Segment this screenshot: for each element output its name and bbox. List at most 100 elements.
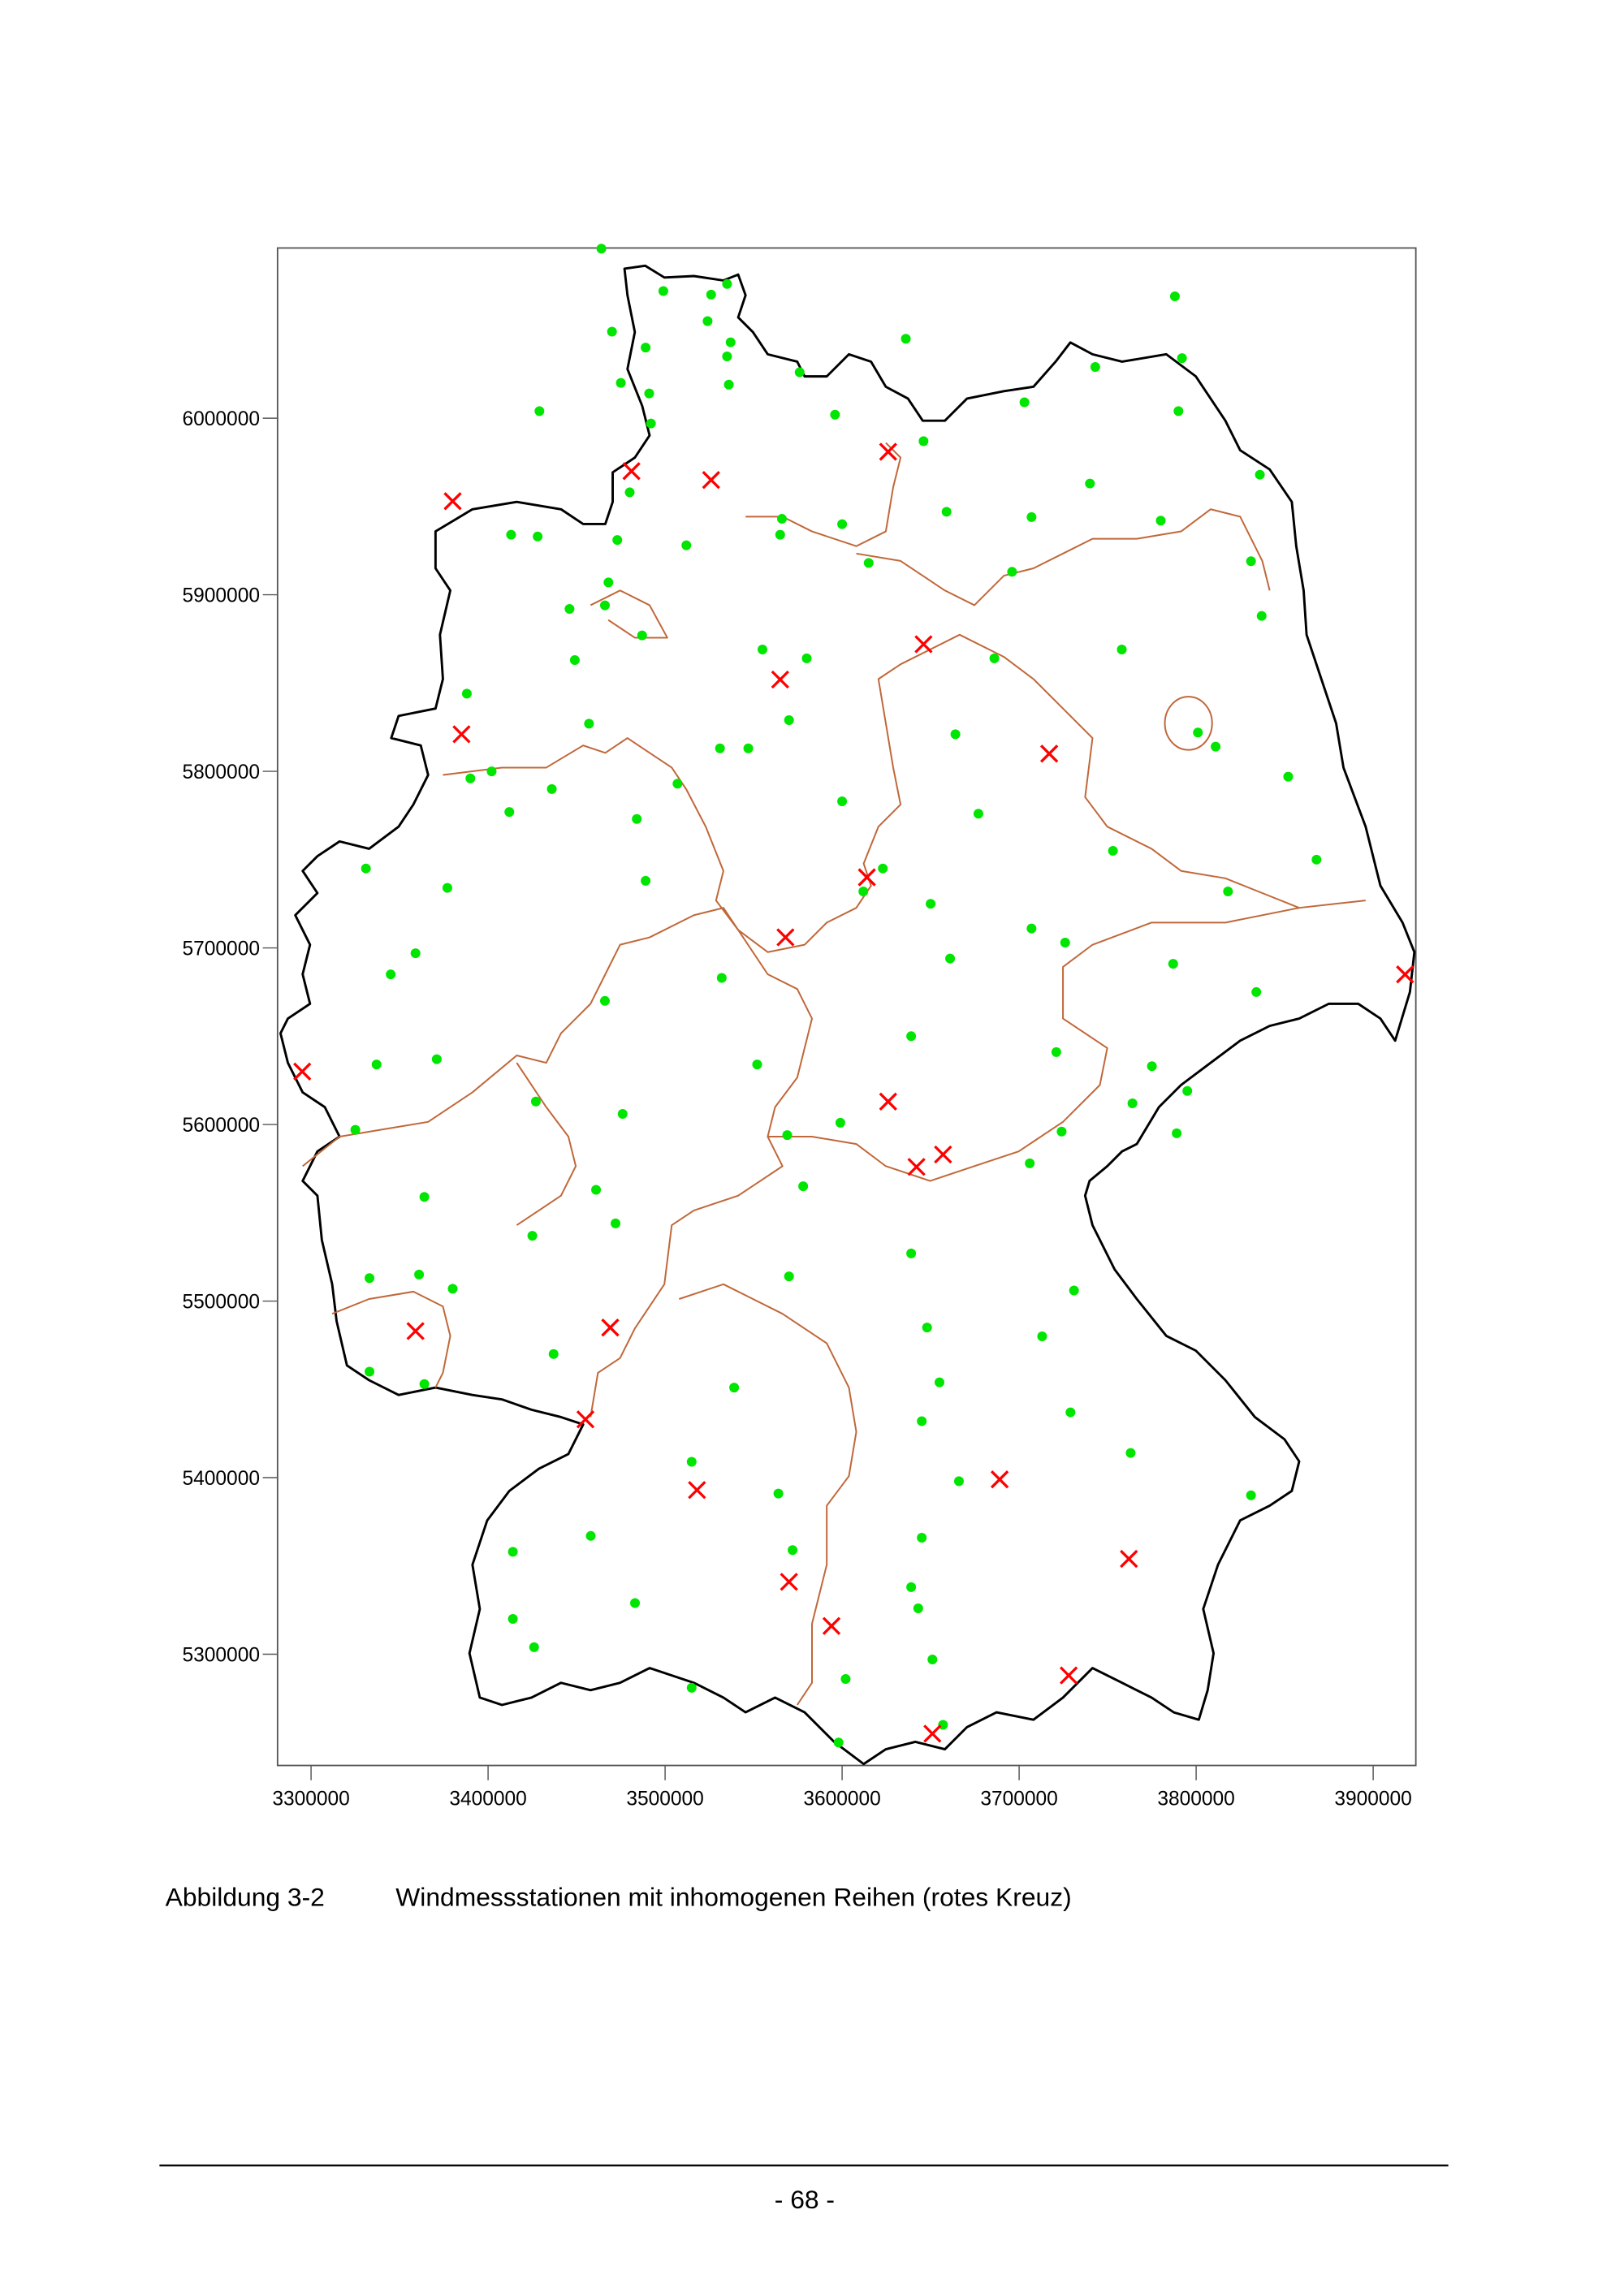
x-tick-label: 3800000 <box>1157 1789 1235 1810</box>
station-dot <box>830 409 840 420</box>
station-dot <box>1019 397 1030 408</box>
state-border <box>443 633 1366 953</box>
x-tick-label: 3600000 <box>803 1789 881 1810</box>
station-dot <box>419 1379 430 1389</box>
station-dot <box>1173 406 1184 416</box>
station-dot <box>365 1273 375 1284</box>
y-tick-label: 5600000 <box>182 1115 260 1137</box>
state-border <box>331 1290 451 1388</box>
inhomogeneous-station-cross <box>406 1322 425 1340</box>
map-figure: 3300000 3400000 3500000 3600000 3700000 38000… <box>182 244 1417 1810</box>
station-dot <box>386 969 396 980</box>
inhomogeneous-station-cross <box>923 1724 942 1743</box>
station-dot <box>603 577 614 588</box>
station-dot <box>706 289 716 300</box>
inhomogeneous-station-cross <box>879 1092 897 1111</box>
station-dot <box>1283 771 1294 782</box>
station-dot <box>1037 1331 1047 1342</box>
station-dot <box>1182 1085 1193 1096</box>
station-dot <box>508 1614 518 1625</box>
station-dot <box>686 1682 697 1693</box>
station-dot <box>365 1366 375 1377</box>
inhomogeneous-station-cross <box>1396 965 1415 984</box>
station-dot <box>752 1060 762 1070</box>
station-dot <box>584 719 594 729</box>
inhomogeneous-station-cross <box>688 1481 706 1500</box>
x-tick-label: 3300000 <box>272 1789 350 1810</box>
station-dot <box>784 1271 794 1282</box>
station-dot <box>504 807 515 818</box>
station-dot <box>1251 986 1262 997</box>
station-dot <box>410 948 421 959</box>
inhomogeneous-station-cross <box>771 670 789 689</box>
station-dot <box>906 1031 917 1042</box>
station-dot <box>585 1530 596 1541</box>
state-border <box>745 442 902 547</box>
inhomogeneous-station-cross <box>622 462 641 481</box>
station-dot <box>722 351 732 361</box>
station-dot <box>591 1185 602 1195</box>
state-border <box>856 508 1271 606</box>
station-dot <box>906 1582 917 1592</box>
inhomogeneous-station-cross <box>822 1616 841 1635</box>
station-dot <box>506 529 516 540</box>
y-tick-label: 5400000 <box>182 1468 260 1490</box>
station-dot <box>837 519 848 529</box>
station-dot <box>419 1192 430 1202</box>
station-dot <box>1246 1490 1256 1500</box>
station-dot <box>529 1642 539 1652</box>
station-dot <box>1051 1047 1061 1057</box>
station-dot <box>546 783 557 794</box>
station-dot <box>1169 291 1180 302</box>
station-markers <box>293 244 1415 1748</box>
station-dot <box>530 1096 541 1107</box>
figure-label: Abbildung 3-2 <box>166 1882 325 1911</box>
station-dot <box>1085 478 1095 489</box>
station-dot <box>361 863 371 874</box>
state-border <box>590 907 813 1418</box>
y-axis: 6000000 5900000 5800000 5700000 5600000 55000… <box>182 408 278 1667</box>
station-dot <box>465 773 476 783</box>
state-border <box>679 1283 857 1706</box>
station-dot <box>447 1284 458 1294</box>
station-dot <box>1155 516 1166 526</box>
station-dot <box>1090 362 1100 373</box>
inhomogeneous-station-cross <box>934 1145 952 1164</box>
y-tick-label: 5500000 <box>182 1292 260 1314</box>
station-dot <box>906 1248 917 1258</box>
station-dot <box>1193 727 1203 738</box>
station-dot <box>564 603 575 614</box>
station-dot <box>776 514 787 524</box>
station-dot <box>596 244 607 254</box>
station-dot <box>1177 353 1187 364</box>
station-dot <box>941 507 952 517</box>
station-dot <box>646 418 656 429</box>
station-dot <box>1116 645 1127 655</box>
station-dot <box>922 1323 932 1333</box>
station-dot <box>461 688 472 699</box>
station-dot <box>1168 959 1178 969</box>
inhomogeneous-station-cross <box>702 471 720 490</box>
station-dot <box>599 600 610 611</box>
station-dot <box>926 899 936 909</box>
station-dot <box>840 1673 851 1684</box>
inhomogeneous-station-cross <box>601 1318 620 1337</box>
station-dot <box>1125 1448 1136 1458</box>
x-tick-label: 3400000 <box>449 1789 527 1810</box>
station-dot <box>833 1737 844 1748</box>
inhomogeneous-station-cross <box>857 868 876 887</box>
page-number: - 68 - <box>775 2185 835 2214</box>
station-dot <box>632 814 642 824</box>
station-dot <box>973 809 983 819</box>
station-dot <box>716 973 727 983</box>
station-dot <box>773 1488 784 1499</box>
inhomogeneous-station-cross <box>1120 1549 1138 1569</box>
station-dot <box>743 743 754 753</box>
station-dot <box>1255 469 1265 480</box>
station-dot <box>508 1547 518 1557</box>
station-dot <box>927 1655 938 1665</box>
station-dot <box>624 487 635 498</box>
germany-outline <box>279 264 1416 1766</box>
station-dot <box>729 1383 740 1393</box>
